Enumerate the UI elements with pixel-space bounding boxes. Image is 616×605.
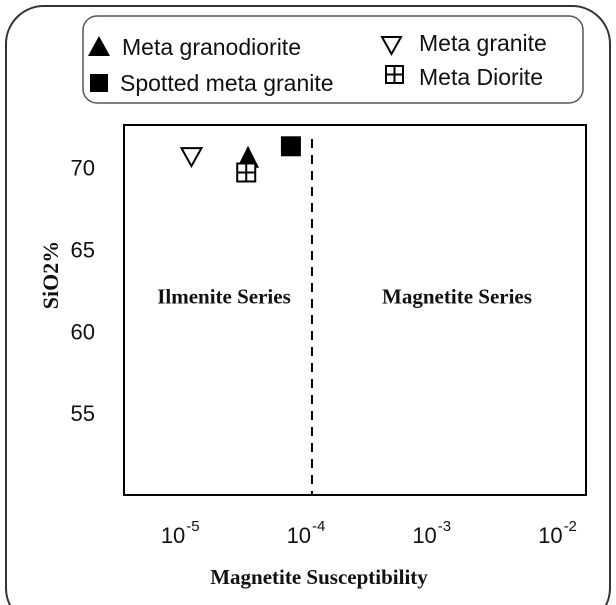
y-tick-label: 60 <box>71 319 95 344</box>
x-tick-label: 10-4 <box>287 518 326 548</box>
x-axis-ticks: 10-5 10-4 10-3 10-2 <box>161 518 577 548</box>
legend-label-meta-granite: Meta granite <box>419 30 547 56</box>
legend-label-meta-granodiorite: Meta granodiorite <box>122 34 301 60</box>
legend: Meta granodiorite Meta granite Spotted m… <box>82 15 584 104</box>
y-tick-label: 65 <box>71 237 95 262</box>
data-point-meta-granite <box>179 147 204 169</box>
data-points <box>179 136 301 183</box>
x-axis-label: Magnetite Susceptibility <box>210 565 428 589</box>
data-point-meta-diorite <box>236 162 257 183</box>
figure-frame <box>5 5 611 605</box>
legend-label-meta-diorite: Meta Diorite <box>419 64 543 90</box>
y-axis-label: SiO2% <box>38 241 63 309</box>
region-label-magnetite-series: Magnetite Series <box>382 284 532 308</box>
legend-label-spotted-meta-granite: Spotted meta granite <box>120 70 334 96</box>
y-tick-label: 55 <box>71 401 95 426</box>
y-axis-ticks: 55 60 65 70 <box>71 156 95 427</box>
data-point-meta-granodiorite <box>237 145 260 168</box>
region-label-ilmenite-series: Ilmenite Series <box>157 284 291 308</box>
legend-marker-meta-granodiorite <box>88 36 110 56</box>
legend-marker-meta-diorite <box>385 65 404 84</box>
legend-marker-meta-granite <box>380 36 403 57</box>
x-tick-label: 10-2 <box>538 518 577 548</box>
data-point-spotted-meta-granite <box>280 136 301 157</box>
legend-marker-spotted-meta-granite <box>90 74 108 92</box>
x-tick-label: 10-5 <box>161 518 200 548</box>
legend-box <box>82 15 584 104</box>
y-tick-label: 70 <box>71 156 95 181</box>
plot-area <box>123 124 587 496</box>
x-tick-label: 10-3 <box>412 518 451 548</box>
